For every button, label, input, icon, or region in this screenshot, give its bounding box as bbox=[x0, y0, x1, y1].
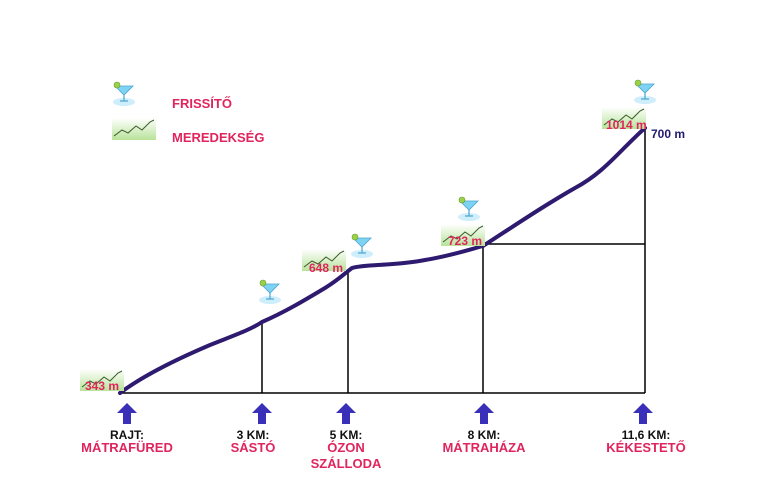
checkpoint-name: MÁTRAFÜRED bbox=[81, 440, 173, 455]
arrow-up-icon bbox=[474, 403, 494, 424]
elevation-ozon: 648 m bbox=[309, 261, 344, 275]
checkpoint-distance: RAJT: bbox=[109, 428, 144, 442]
legend-cocktail-icon bbox=[112, 81, 136, 107]
checkpoint-distance: 11,6 KM: bbox=[621, 428, 671, 442]
elevation-total-climb: 700 m bbox=[651, 127, 686, 141]
checkpoint-name: SÁSTÓ bbox=[230, 440, 276, 455]
arrow-up-icon bbox=[252, 403, 272, 424]
arrow-up-icon bbox=[336, 403, 356, 424]
arrow-up-icon bbox=[633, 403, 653, 424]
checkpoint-distance: 8 KM: bbox=[467, 428, 501, 442]
checkpoint-name: KÉKESTETŐ bbox=[606, 440, 686, 455]
arrow-up-icon bbox=[117, 403, 137, 424]
cocktail-icon-ozon bbox=[350, 233, 374, 259]
checkpoint-distance: 5 KM: bbox=[329, 428, 363, 442]
elevation-start: 343 m bbox=[85, 379, 120, 393]
elevation-kekesteto: 1014 m bbox=[606, 118, 647, 132]
elevation-profile-line bbox=[118, 126, 647, 395]
legend-label-meredekseg: MEREDEKSÉG bbox=[172, 130, 265, 145]
checkpoint-arrows bbox=[117, 403, 653, 424]
cocktail-icon-sasto bbox=[258, 279, 282, 305]
cocktail-icon-kekesteto bbox=[633, 79, 657, 105]
legend-label-frissito: FRISSÍTŐ bbox=[172, 96, 232, 111]
checkpoint-name: MÁTRAHÁZA bbox=[442, 440, 526, 455]
checkpoint-distance: 3 KM: bbox=[236, 428, 270, 442]
elevation-matrahaza: 723 m bbox=[448, 234, 483, 248]
legend-steepness-icon bbox=[111, 117, 157, 141]
cocktail-icon-matrahaza bbox=[457, 196, 481, 222]
checkpoint-name: ÓZON SZÁLLODA bbox=[310, 440, 382, 471]
